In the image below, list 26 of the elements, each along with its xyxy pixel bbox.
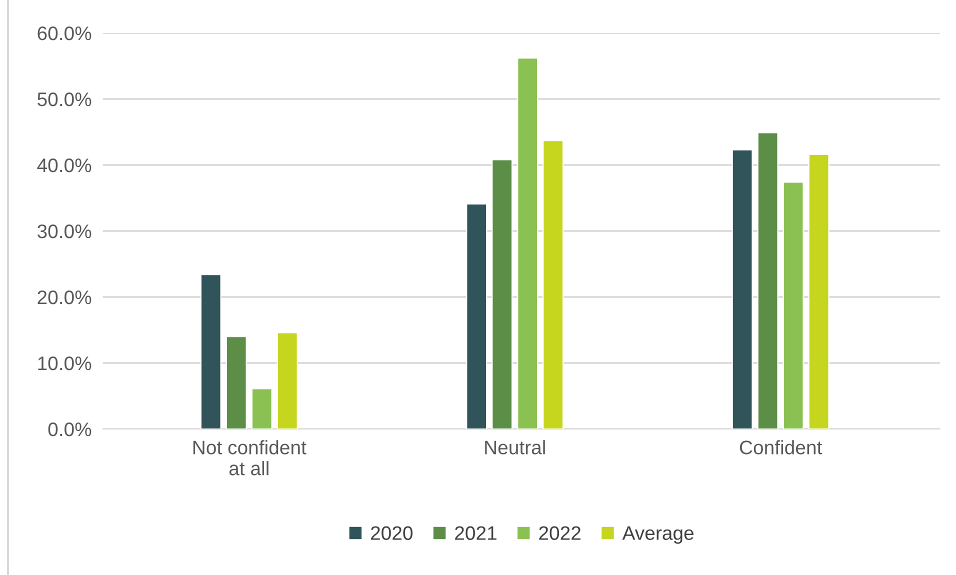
y-tick-label: 30.0%: [38, 224, 92, 238]
legend-label: Average: [622, 526, 694, 544]
bar: [808, 154, 830, 429]
x-tick-label: Neutral: [485, 440, 545, 454]
x-tick-label: Not confident at all: [193, 440, 306, 476]
bar: [517, 58, 538, 429]
y-tick-label: 50.0%: [38, 92, 92, 106]
y-tick-label: 0.0%: [48, 422, 92, 436]
legend-label: 2021: [455, 526, 496, 540]
legend-label: 2022: [539, 526, 580, 540]
bar: [732, 149, 753, 429]
bar: [226, 336, 247, 429]
bar: [276, 332, 298, 429]
legend-label: 2020: [371, 526, 413, 540]
y-tick-label: 60.0%: [38, 26, 92, 40]
bar: [466, 203, 488, 429]
bar: [757, 132, 778, 429]
bar: [542, 140, 564, 429]
x-tick-label: Confident: [740, 440, 822, 454]
y-tick-label: 10.0%: [38, 356, 92, 370]
bar: [200, 274, 222, 429]
bar: [782, 182, 804, 429]
y-tick-label: 40.0%: [37, 158, 92, 172]
y-tick-label: 20.0%: [38, 290, 92, 304]
bar: [492, 159, 513, 429]
bar: [251, 388, 272, 429]
